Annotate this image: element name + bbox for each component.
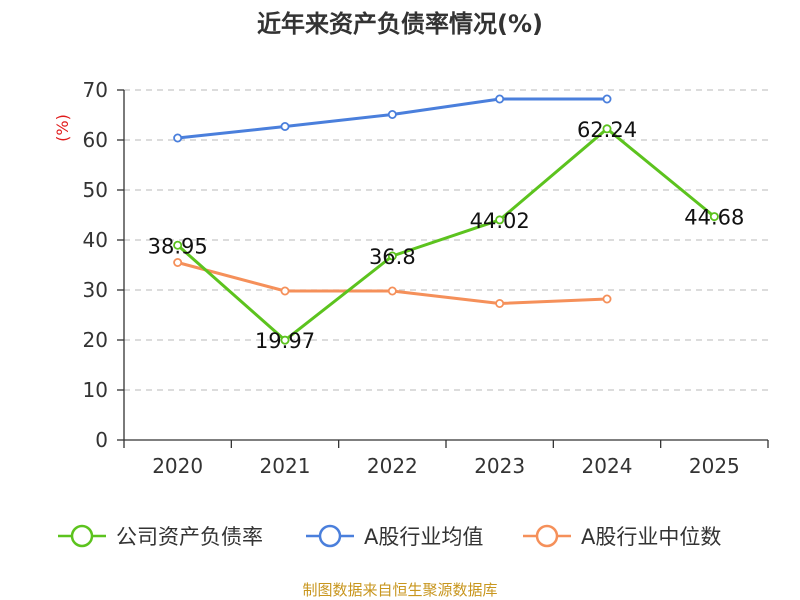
x-tick-label: 2025 — [689, 454, 740, 478]
data-point — [495, 298, 505, 308]
data-point — [602, 124, 612, 134]
data-label: 44.68 — [684, 206, 744, 230]
x-tick-label: 2022 — [367, 454, 418, 478]
data-point — [602, 294, 612, 304]
data-point — [387, 110, 397, 120]
data-point — [387, 251, 397, 261]
data-label: 62.24 — [577, 118, 637, 142]
axes: 0 10 20 30 40 50 60 70 2020 2021 2022 2023 2024 2025 — [83, 78, 769, 478]
legend-label: 公司资产负债率 — [116, 525, 263, 549]
data-point — [173, 133, 183, 143]
series-line — [176, 127, 716, 342]
y-tick-label: 50 — [83, 178, 108, 202]
y-tick-label: 40 — [83, 228, 108, 252]
y-tick-label: 20 — [83, 328, 108, 352]
data-point — [173, 240, 183, 250]
data-point — [602, 94, 612, 104]
data-point — [280, 335, 290, 345]
legend-label: A股行业均值 — [364, 525, 483, 549]
data-point — [173, 257, 183, 267]
series-group — [173, 94, 719, 345]
data-labels: 38.95 19.97 36.8 44.02 62.24 44.68 — [148, 118, 745, 353]
y-tick-label: 30 — [83, 278, 108, 302]
grid-lines — [124, 89, 768, 391]
data-label: 36.8 — [369, 245, 416, 269]
x-tick-label: 2023 — [474, 454, 525, 478]
x-tick-label: 2024 — [582, 454, 633, 478]
legend-label: A股行业中位数 — [581, 525, 721, 549]
chart-title: 近年来资产负债率情况(%) — [257, 10, 543, 38]
data-label: 19.97 — [255, 329, 315, 353]
y-tick-label: 0 — [95, 428, 108, 452]
data-point — [495, 215, 505, 225]
data-label: 38.95 — [148, 234, 208, 258]
y-tick-label: 10 — [83, 378, 108, 402]
legend-marker — [318, 524, 342, 548]
y-axis-unit: (%) — [53, 114, 72, 142]
y-tick-label: 70 — [83, 78, 108, 102]
data-label: 44.02 — [470, 209, 530, 233]
data-point — [709, 212, 719, 222]
data-point — [280, 286, 290, 296]
x-tick-label: 2020 — [152, 454, 203, 478]
source-note: 制图数据来自恒生聚源数据库 — [302, 581, 497, 599]
data-point — [387, 286, 397, 296]
data-point — [280, 122, 290, 132]
data-point — [495, 94, 505, 104]
legend-marker — [535, 524, 559, 548]
legend: 公司资产负债率 A股行业均值 A股行业中位数 — [58, 524, 721, 549]
y-tick-label: 60 — [83, 128, 108, 152]
x-tick-label: 2021 — [260, 454, 311, 478]
legend-marker — [70, 524, 94, 548]
